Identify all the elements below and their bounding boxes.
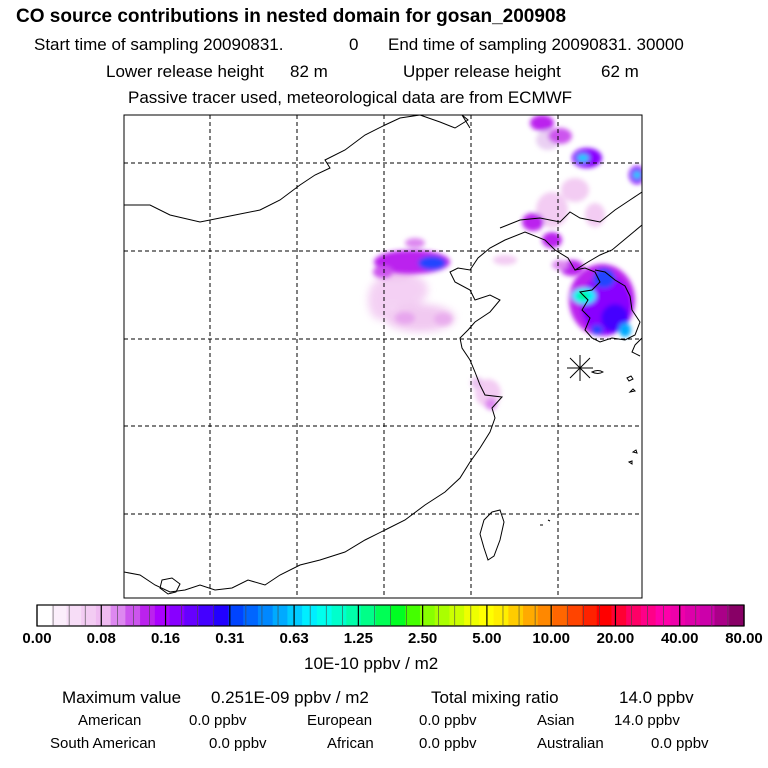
colorbar-cell bbox=[272, 605, 288, 626]
plume-north-china-core bbox=[395, 312, 452, 325]
page-title: CO source contributions in nested domain… bbox=[16, 6, 567, 27]
plume-bohai bbox=[373, 238, 517, 278]
receptor-star-icon bbox=[567, 355, 593, 381]
plume-korea bbox=[569, 264, 635, 337]
colorbar-cell bbox=[626, 605, 642, 626]
colorbar-cell bbox=[655, 605, 671, 626]
total-mixing-label: Total mixing ratio bbox=[431, 688, 559, 707]
colorbar-cell bbox=[640, 605, 657, 626]
colorbar-label: 80.00 bbox=[725, 630, 763, 647]
colorbar-cell bbox=[66, 605, 82, 626]
colorbar-cell bbox=[670, 605, 686, 626]
upper-release-label: Upper release height bbox=[403, 62, 561, 81]
region-value: 0.0 ppbv bbox=[419, 712, 477, 729]
region-name: Asian bbox=[537, 712, 575, 729]
colorbar-cell bbox=[184, 605, 200, 626]
colorbar-cell bbox=[596, 605, 613, 626]
colorbar-cell bbox=[228, 605, 244, 626]
region-value: 0.0 ppbv bbox=[209, 735, 267, 752]
region-name: South American bbox=[50, 735, 156, 752]
colorbar-label: 40.00 bbox=[660, 630, 699, 647]
max-value: 0.251E-09 ppbv / m2 bbox=[211, 688, 369, 707]
colorbar-label: 5.00 bbox=[472, 630, 502, 647]
colorbar-cell bbox=[331, 605, 347, 626]
colorbar-cell bbox=[316, 605, 333, 626]
colorbar-cell bbox=[51, 605, 68, 626]
region-value: 14.0 ppbv bbox=[614, 712, 680, 729]
colorbar-label: 0.08 bbox=[86, 630, 116, 647]
colorbar bbox=[37, 605, 745, 626]
plume-northeast bbox=[522, 115, 642, 276]
plume-yangtze bbox=[471, 377, 501, 410]
plume-north-china bbox=[368, 264, 455, 332]
colorbar-cell bbox=[199, 605, 215, 626]
colorbar-label: 0.16 bbox=[150, 630, 181, 647]
colorbar-cell bbox=[346, 605, 362, 626]
colorbar-label: 0.31 bbox=[215, 630, 245, 647]
colorbar-cell bbox=[493, 605, 509, 626]
coastlines bbox=[124, 115, 642, 595]
map-frame bbox=[123, 114, 643, 599]
colorbar-cell bbox=[464, 605, 480, 626]
colorbar-cell bbox=[375, 605, 392, 626]
colorbar-cell bbox=[685, 605, 701, 626]
lower-release-label: Lower release height bbox=[106, 62, 264, 81]
total-mixing-value: 14.0 ppbv bbox=[619, 688, 694, 707]
colorbar-cell bbox=[361, 605, 377, 626]
upper-release-value: 62 m bbox=[601, 62, 639, 81]
colorbar-cell bbox=[302, 605, 318, 626]
tracer-note: Passive tracer used, meteorological data… bbox=[128, 88, 573, 107]
colorbar-cell bbox=[287, 605, 303, 626]
start-time-label: Start time of sampling 20090831. bbox=[34, 35, 284, 54]
colorbar-cell bbox=[567, 605, 583, 626]
colorbar-cell bbox=[714, 605, 730, 626]
colorbar-label: 10.00 bbox=[532, 630, 570, 647]
region-value: 0.0 ppbv bbox=[651, 735, 709, 752]
colorbar-cell bbox=[419, 605, 436, 626]
colorbar-cell bbox=[140, 605, 156, 626]
colorbar-cell bbox=[125, 605, 141, 626]
colorbar-ticks bbox=[36, 605, 745, 626]
colorbar-cell bbox=[390, 605, 406, 626]
region-value: 0.0 ppbv bbox=[189, 712, 247, 729]
colorbar-cell bbox=[95, 605, 112, 626]
colorbar-cell bbox=[552, 605, 568, 626]
colorbar-cell bbox=[110, 605, 126, 626]
colorbar-cell bbox=[169, 605, 185, 626]
colorbar-cell bbox=[257, 605, 274, 626]
max-value-label: Maximum value bbox=[62, 688, 182, 707]
region-name: American bbox=[78, 712, 142, 729]
colorbar-cell bbox=[699, 605, 716, 626]
colorbar-cell bbox=[508, 605, 524, 626]
colorbar-cell bbox=[537, 605, 554, 626]
colorbar-cell bbox=[449, 605, 465, 626]
colorbar-cell bbox=[434, 605, 451, 626]
colorbar-label: 1.25 bbox=[343, 630, 373, 647]
end-time-label: End time of sampling 20090831. 30000 bbox=[388, 35, 684, 54]
colorbar-cell bbox=[243, 605, 259, 626]
colorbar-cell bbox=[729, 605, 745, 626]
lower-release-value: 82 m bbox=[290, 62, 328, 81]
colorbar-label: 20.00 bbox=[596, 630, 635, 647]
region-name: European bbox=[307, 712, 373, 729]
colorbar-unit: 10E-10 ppbv / m2 bbox=[304, 654, 439, 673]
region-value: 0.0 ppbv bbox=[419, 735, 477, 752]
colorbar-cell bbox=[37, 605, 53, 626]
colorbar-cell bbox=[611, 605, 627, 626]
colorbar-cell bbox=[213, 605, 230, 626]
colorbar-cell bbox=[405, 605, 421, 626]
colorbar-cell bbox=[81, 605, 97, 626]
colorbar-cell bbox=[523, 605, 539, 626]
colorbar-label: 0.63 bbox=[279, 630, 309, 647]
concentration-field bbox=[124, 115, 642, 598]
region-name: African bbox=[327, 735, 374, 752]
colorbar-label: 2.50 bbox=[408, 630, 438, 647]
colorbar-cell bbox=[154, 605, 171, 626]
lat-lon-grid bbox=[124, 115, 642, 598]
start-time-value: 0 bbox=[349, 35, 359, 54]
colorbar-cell bbox=[581, 605, 598, 626]
region-name: Australian bbox=[537, 735, 604, 752]
colorbar-label: 0.00 bbox=[22, 630, 52, 647]
